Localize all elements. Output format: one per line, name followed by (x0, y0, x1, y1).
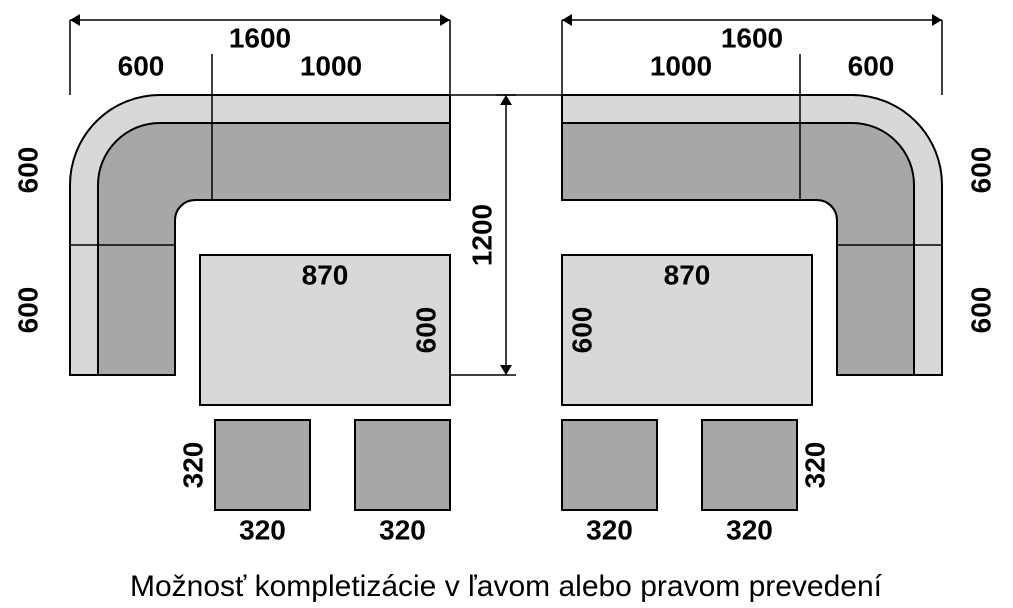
dim-320-w-left-2: 320 (379, 514, 426, 545)
dim-600-side-left-top: 600 (12, 147, 43, 194)
dim-600-side-right-top: 600 (965, 147, 996, 194)
dim-320-w-left-1: 320 (239, 514, 286, 545)
stool-left-2 (355, 420, 450, 510)
dim-870-right: 870 (664, 259, 711, 290)
stool-left-1 (215, 420, 310, 510)
dim-320-w-right-2: 320 (586, 514, 633, 545)
caption: Možnosť kompletizácie v ľavom alebo prav… (130, 570, 883, 603)
left-assembly (70, 95, 450, 510)
dim-1000-right: 1000 (650, 50, 712, 81)
dim-600-top-left: 600 (118, 50, 165, 81)
dim-320-w-right-1: 320 (726, 514, 773, 545)
dim-600-side-left-bot: 600 (12, 287, 43, 334)
dim-320-h-left: 320 (177, 442, 208, 489)
dim-320-h-right: 320 (799, 442, 830, 489)
dim-600-table-right: 600 (566, 307, 597, 354)
dim-1600-left: 1600 (229, 22, 291, 53)
dim-600-top-right: 600 (848, 50, 895, 81)
dim-1000-left: 1000 (300, 50, 362, 81)
right-assembly (562, 95, 942, 510)
dim-1600-right: 1600 (721, 22, 783, 53)
dim-600-side-right-bot: 600 (965, 287, 996, 334)
dim-600-table-left: 600 (410, 307, 441, 354)
dim-1200: 1200 (466, 204, 497, 266)
dim-870-left: 870 (302, 259, 349, 290)
